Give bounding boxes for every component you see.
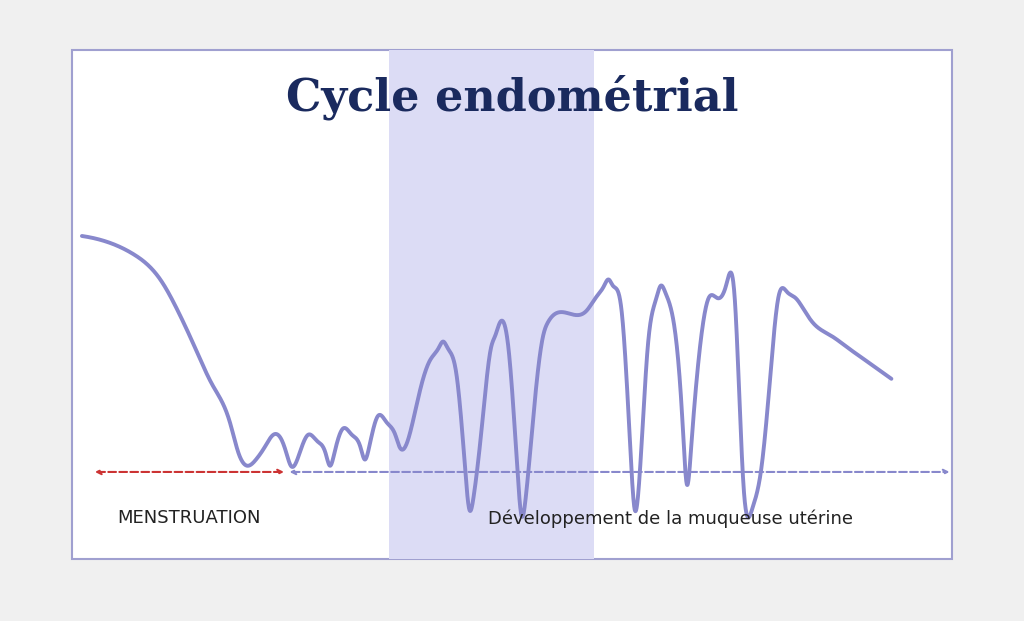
- Text: Développement de la muqueuse utérine: Développement de la muqueuse utérine: [488, 509, 853, 528]
- Text: Cycle endométrial: Cycle endométrial: [286, 75, 738, 120]
- FancyBboxPatch shape: [389, 50, 594, 559]
- Text: MENSTRUATION: MENSTRUATION: [118, 509, 261, 527]
- FancyBboxPatch shape: [72, 50, 952, 559]
